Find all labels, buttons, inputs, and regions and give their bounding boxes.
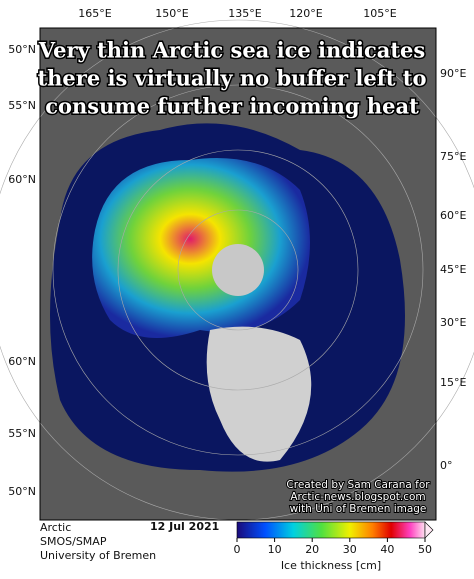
- lon-label: 150°E: [155, 7, 188, 20]
- lat-label: 50°N: [8, 485, 36, 498]
- lon-label: 165°E: [78, 7, 111, 20]
- lon-label: 45°E: [440, 263, 466, 276]
- lon-label: 15°E: [440, 376, 466, 389]
- colorbar-tick-label: 50: [418, 543, 432, 556]
- lat-label: 50°N: [8, 43, 36, 56]
- sea-ice: [92, 158, 310, 338]
- lon-label: 0°: [440, 459, 453, 472]
- date: 12 Jul 2021: [150, 520, 219, 533]
- lat-label: 55°N: [8, 427, 36, 440]
- map-frame: [39, 27, 437, 521]
- credit: with Uni of Bremen image: [290, 503, 427, 515]
- lon-label: 90°E: [440, 67, 466, 80]
- pole-hole: [212, 244, 264, 296]
- lat-label: 55°N: [8, 99, 36, 112]
- colorbar-tick-label: 40: [380, 543, 394, 556]
- source: University of Bremen: [40, 549, 156, 562]
- colorbar-tick-label: 30: [343, 543, 357, 556]
- map: [0, 19, 474, 521]
- region: Arctic: [40, 521, 71, 534]
- lon-label: 120°E: [289, 7, 322, 20]
- title-line: consume further incoming heat: [45, 94, 419, 119]
- product: SMOS/SMAP: [40, 535, 107, 548]
- colorbar-label: Ice thickness [cm]: [281, 559, 381, 572]
- colorbar-extend: [424, 521, 434, 539]
- colorbar-tick-label: 10: [268, 543, 282, 556]
- greenland: [206, 326, 312, 462]
- colorbar-tick-label: 20: [305, 543, 319, 556]
- lon-label: 60°E: [440, 209, 466, 222]
- lon-label: 75°E: [440, 150, 466, 163]
- credit: Created by Sam Carana for: [286, 479, 430, 491]
- lon-label: 30°E: [440, 316, 466, 329]
- lon-label: 105°E: [363, 7, 396, 20]
- credit: Arctic-news.blogspot.com: [290, 491, 425, 503]
- title-line: there is virtually no buffer left to: [37, 66, 426, 91]
- lon-label: 135°E: [228, 7, 261, 20]
- colorbar-tick-label: 0: [234, 543, 241, 556]
- lat-label: 60°N: [8, 173, 36, 186]
- title-line: Very thin Arctic sea ice indicates: [38, 38, 425, 63]
- colorbar: [236, 521, 426, 539]
- lat-label: 60°N: [8, 355, 36, 368]
